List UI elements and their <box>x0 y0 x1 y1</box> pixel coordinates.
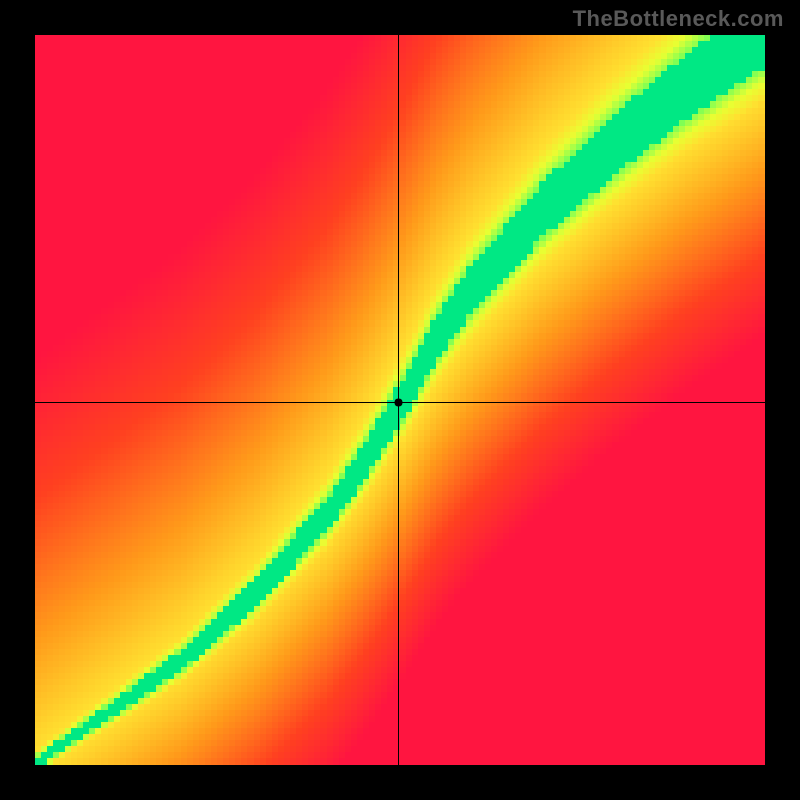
chart-container: TheBottleneck.com <box>0 0 800 800</box>
bottleneck-heatmap <box>35 35 765 765</box>
watermark-text: TheBottleneck.com <box>573 6 784 32</box>
